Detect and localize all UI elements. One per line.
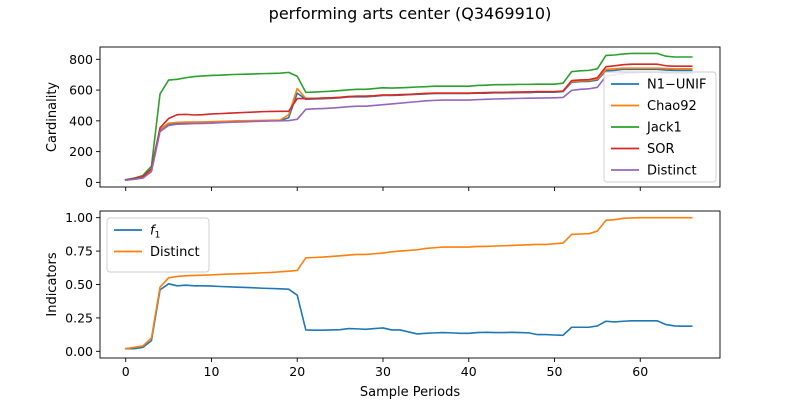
y-axis-label-1: Indicators [45,252,60,316]
series-line-0-3 [124,63,693,181]
y-tick-label-0-0: 0 [85,175,93,190]
y-axis-label-0: Cardinality [45,82,60,153]
y-tick-label-0-3: 600 [69,83,93,98]
legend-label-1-1: Distinct [150,245,200,260]
indicators-panel: 0 10 20 30 40 50 60 0.00 0.25 0.50 0.75 1.00 Indicat… [45,210,721,400]
y-tick-label-1-3: 0.75 [65,244,93,259]
y-tick-label-0-2: 400 [69,113,93,128]
legend-0: N1−UNIF Chao92 Jack1 SOR Distinct [603,71,717,183]
y-tick-label-1-4: 1.00 [65,210,93,225]
series-line-1-1 [124,216,693,350]
x-axis-label-1: Sample Periods [360,385,460,400]
cardinality-panel: 0 200 400 600 800 Cardinality N1−UNIF Chao92 Jac… [45,46,721,191]
series-line-0-2 [124,52,693,181]
axes-frame-0 [99,46,721,188]
x-tick-label-1-1: 10 [204,364,220,379]
x-tick-label-1-2: 20 [289,364,305,379]
x-tick-label-1-4: 40 [461,364,477,379]
y-tick-label-0-4: 800 [69,52,93,67]
legend-1: f1 Distinct [106,217,210,273]
figure-title: performing arts center (Q3469910) [269,4,552,23]
y-tick-label-0-1: 200 [69,144,93,159]
legend-label-0-3: SOR [647,142,675,157]
legend-label-0-2: Jack1 [646,121,682,136]
x-tick-label-1-6: 60 [632,364,648,379]
legend-label-0-0: N1−UNIF [647,78,706,93]
series-line-1-0 [124,283,693,350]
x-tick-label-1-3: 30 [375,364,391,379]
legend-label-0-1: Chao92 [647,99,697,114]
y-tick-label-1-1: 0.25 [65,310,93,325]
series-line-0-4 [124,71,693,182]
legend-box-1 [106,217,210,273]
legend-label-0-4: Distinct [647,164,697,179]
x-tick-label-1-0: 0 [122,364,130,379]
y-tick-label-1-0: 0.00 [65,344,93,359]
x-tick-label-1-5: 50 [547,364,563,379]
y-tick-label-1-2: 0.50 [65,277,93,292]
legend-box-0 [603,71,717,183]
legend-label-1-0: f1 [150,224,160,241]
